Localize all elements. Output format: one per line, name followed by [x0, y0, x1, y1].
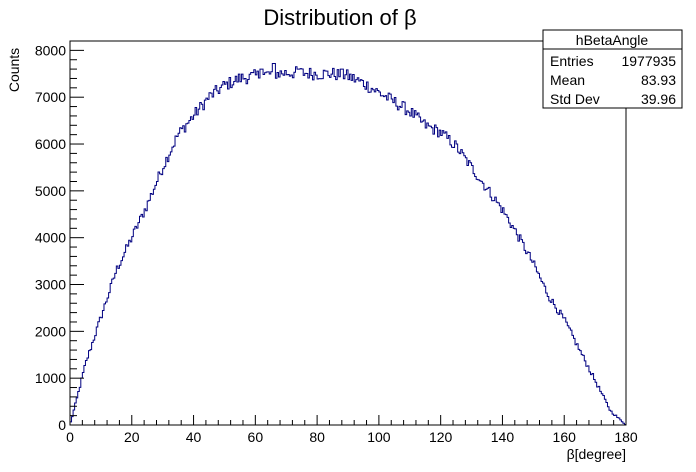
x-tick-label: 40 — [186, 429, 202, 445]
stats-box: hBetaAngle Entries 1977935 Mean 83.93 St… — [542, 29, 683, 109]
stats-value-mean: 83.93 — [641, 72, 676, 88]
y-tick-label: 4000 — [35, 230, 66, 246]
y-tick-label: 0 — [58, 417, 66, 433]
x-axis-title: β[degree] — [567, 446, 626, 462]
stats-label-stddev: Std Dev — [550, 91, 600, 107]
x-tick-label: 160 — [553, 429, 577, 445]
x-tick-label: 140 — [491, 429, 515, 445]
stats-label-entries: Entries — [550, 53, 594, 69]
y-tick-label: 6000 — [35, 136, 66, 152]
stats-box-frame — [542, 29, 683, 109]
stats-label-mean: Mean — [550, 72, 585, 88]
histogram-series-line — [69, 62, 627, 426]
series-layer — [69, 62, 627, 426]
x-tick-label: 60 — [248, 429, 264, 445]
plot-frame — [69, 40, 627, 426]
x-tick-label: 180 — [614, 429, 638, 445]
x-tick-label: 120 — [429, 429, 453, 445]
y-tick-label: 5000 — [35, 183, 66, 199]
stats-value-stddev: 39.96 — [641, 91, 676, 107]
y-tick-label: 7000 — [35, 89, 66, 105]
y-axis-ticks: 0 1000 2000 3000 4000 5000 6000 7000 8000 — [35, 40, 84, 433]
x-axis-ticks: 0 20 40 60 80 100 120 140 160 180 — [66, 415, 638, 445]
y-tick-label: 1000 — [35, 370, 66, 386]
x-tick-label: 0 — [66, 429, 74, 445]
y-tick-label: 8000 — [35, 42, 66, 58]
y-tick-label: 3000 — [35, 277, 66, 293]
y-tick-label: 2000 — [35, 323, 66, 339]
stats-value-entries: 1977935 — [621, 53, 676, 69]
x-tick-label: 100 — [367, 429, 391, 445]
stats-box-title: hBetaAngle — [576, 32, 649, 48]
x-tick-label: 80 — [309, 429, 325, 445]
x-tick-label: 20 — [124, 429, 140, 445]
chart-title: Distribution of β — [263, 5, 416, 30]
y-axis-title: Counts — [6, 48, 22, 92]
